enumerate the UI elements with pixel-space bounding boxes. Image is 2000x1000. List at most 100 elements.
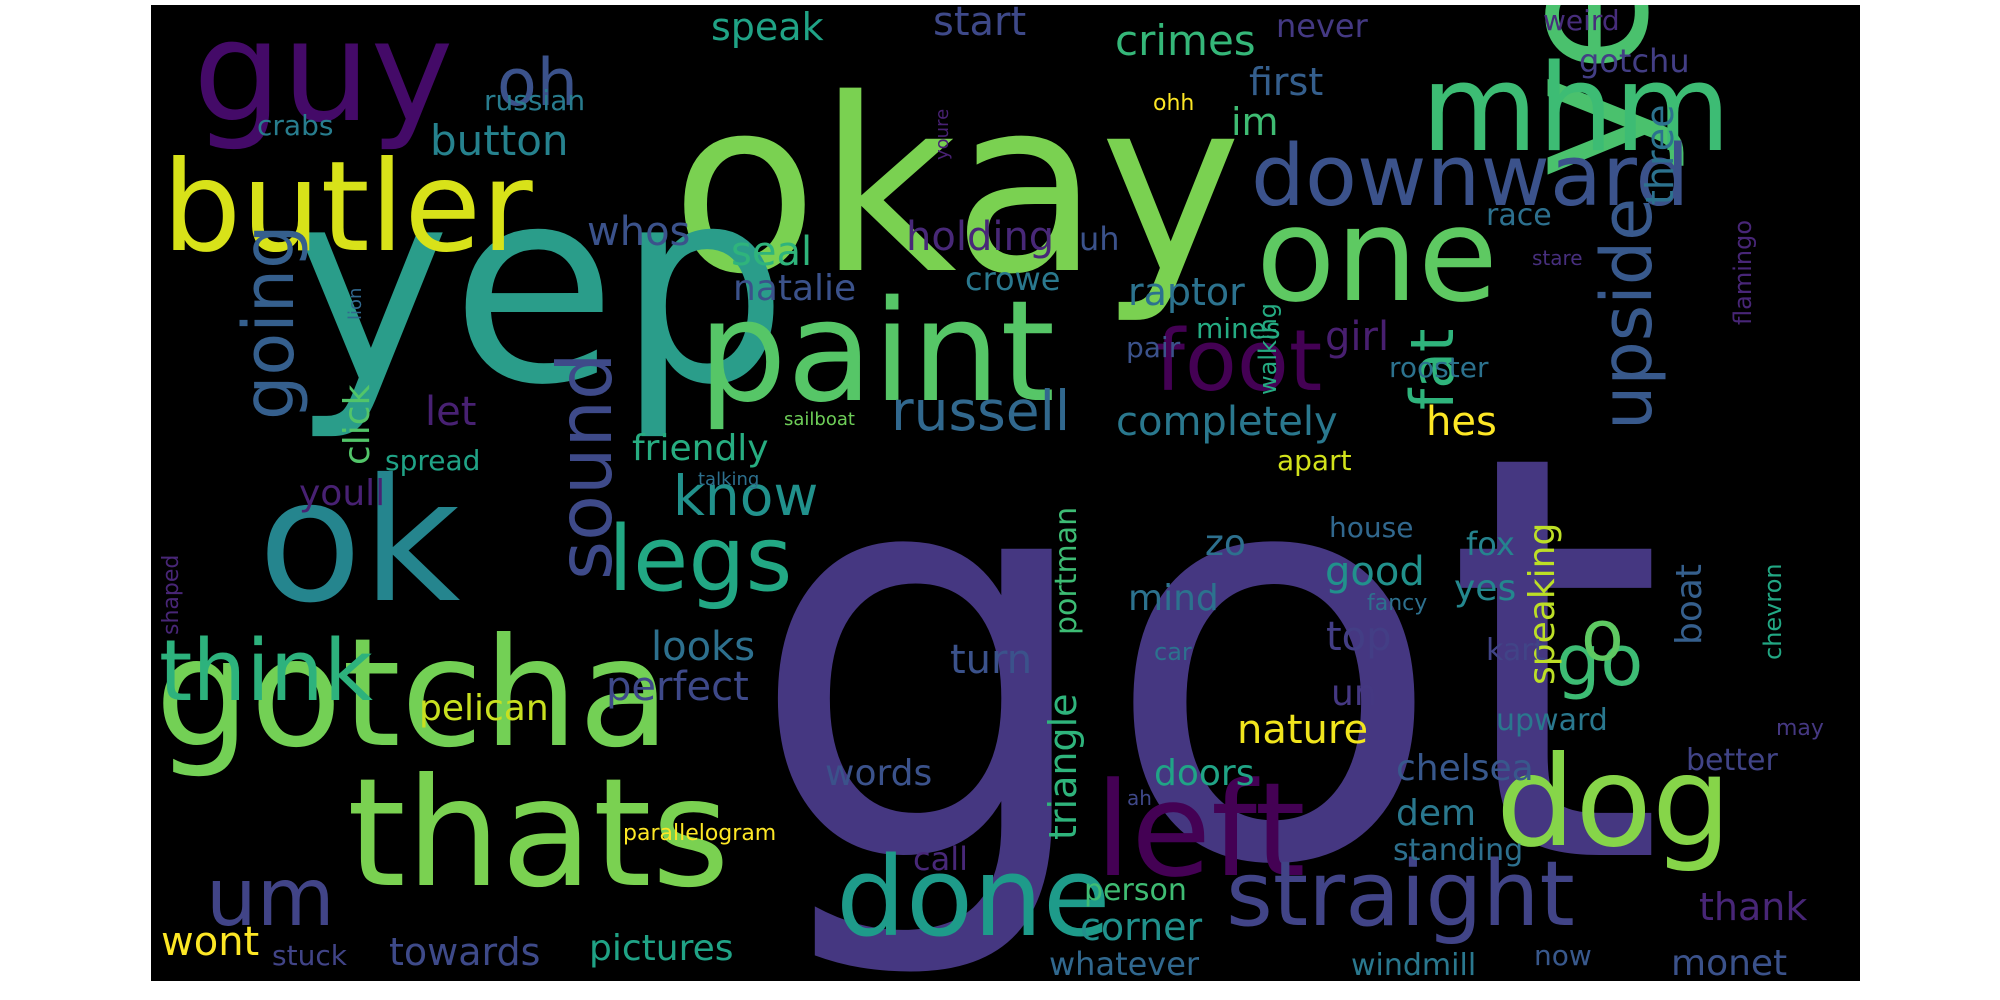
word-youre: youre xyxy=(932,109,953,160)
word-perfect: perfect xyxy=(606,664,749,710)
word-lion: lion xyxy=(345,288,366,320)
word-one: one xyxy=(1256,179,1498,331)
word-fancy: fancy xyxy=(1367,591,1427,616)
word-first: first xyxy=(1249,60,1323,104)
word-hes: hes xyxy=(1426,399,1497,445)
word-call: call xyxy=(913,840,968,878)
word-car: car xyxy=(1154,638,1192,666)
word-guy: guy xyxy=(193,5,453,154)
word-mind: mind xyxy=(1128,578,1219,619)
word-okay: okay xyxy=(671,47,1242,327)
word-shaped: shaped xyxy=(159,555,184,635)
word-three: three xyxy=(1638,104,1682,205)
word-standing: standing xyxy=(1393,833,1523,868)
word-done: done xyxy=(836,833,1111,961)
word-friendly: friendly xyxy=(632,428,769,469)
word-un: un xyxy=(1331,673,1377,714)
word-crowe: crowe xyxy=(965,260,1060,298)
word-good: good xyxy=(1325,549,1425,595)
word-going: going xyxy=(228,224,310,420)
word-uh: uh xyxy=(1079,220,1120,258)
word-mhm: mhm xyxy=(1421,40,1731,179)
word-whos: whos xyxy=(587,209,690,255)
word-kart: kart xyxy=(1486,633,1546,668)
word-pair: pair xyxy=(1126,331,1181,364)
word-flamingo: flamingo xyxy=(1729,220,1757,325)
word-ok: ok xyxy=(258,443,460,641)
word-go: go xyxy=(1556,620,1643,702)
word-foot: foot xyxy=(1155,312,1322,411)
word-speak: speak xyxy=(711,5,824,49)
word-apart: apart xyxy=(1277,444,1352,477)
word-downward: downward xyxy=(1251,127,1689,226)
word-race: race xyxy=(1486,198,1552,233)
word-pictures: pictures xyxy=(589,928,734,969)
word-words: words xyxy=(825,753,932,794)
word-yep: yep xyxy=(291,129,788,444)
word-um: um xyxy=(206,851,335,944)
word-russell: russell xyxy=(891,379,1070,443)
word-stuck: stuck xyxy=(272,939,348,972)
word-sailboat: sailboat xyxy=(784,409,855,430)
word-thats: thats xyxy=(347,747,730,921)
word-nature: nature xyxy=(1237,707,1368,753)
word-youll: youll xyxy=(299,473,385,514)
word-fox: fox xyxy=(1466,525,1515,563)
word-dem: dem xyxy=(1396,793,1476,834)
word-chevron: chevron xyxy=(1759,563,1787,660)
word-crimes: crimes xyxy=(1115,16,1256,65)
word-russian: russian xyxy=(484,84,585,117)
word-crabs: crabs xyxy=(257,109,333,142)
word-doors: doors xyxy=(1154,753,1254,794)
word-now: now xyxy=(1534,939,1592,972)
word-pelican: pelican xyxy=(419,688,549,729)
word-know: know xyxy=(673,464,818,528)
word-corner: corner xyxy=(1080,905,1203,949)
word-parallelogram: parallelogram xyxy=(623,821,776,846)
word-sound: sound xyxy=(541,352,629,580)
word-im: im xyxy=(1231,100,1279,144)
word-rooster: rooster xyxy=(1389,351,1489,384)
word-gotcha: gotcha xyxy=(155,607,670,781)
word-o: o xyxy=(1581,595,1624,677)
word-portman: portman xyxy=(1049,507,1084,635)
word-paint: paint xyxy=(698,271,1055,434)
word-zo: zo xyxy=(1205,523,1246,564)
word-natalie: natalie xyxy=(733,268,856,309)
word-boat: boat xyxy=(1669,564,1710,645)
word-dog: dog xyxy=(1496,730,1731,875)
word-ohh: ohh xyxy=(1153,91,1194,116)
word-person: person xyxy=(1084,873,1187,908)
word-completely: completely xyxy=(1116,399,1338,445)
word-got: got xyxy=(747,336,1665,981)
word-never: never xyxy=(1276,7,1369,45)
word-straight: straight xyxy=(1226,842,1575,947)
word-mines: mines xyxy=(1196,312,1281,345)
word-girl: girl xyxy=(1325,314,1389,360)
word-top: top xyxy=(1326,614,1392,660)
word-weird: weird xyxy=(1543,5,1620,37)
word-stare: stare xyxy=(1532,246,1583,270)
word-towards: towards xyxy=(389,930,540,974)
word-walking: walking xyxy=(1254,303,1282,395)
word-monet: monet xyxy=(1671,943,1787,981)
word-windmill: windmill xyxy=(1351,948,1476,981)
word-thank: thank xyxy=(1699,885,1807,929)
word-looks: looks xyxy=(651,624,755,670)
word-raptor: raptor xyxy=(1128,270,1245,314)
word-seal: seal xyxy=(731,229,812,275)
word-button: button xyxy=(430,116,569,165)
word-oh: oh xyxy=(497,46,578,121)
word-holding: holding xyxy=(906,214,1054,260)
word-ah: ah xyxy=(1127,786,1152,810)
word-better: better xyxy=(1686,743,1778,778)
word-think: think xyxy=(159,622,373,721)
word-click: click xyxy=(337,384,378,465)
word-whatever: whatever xyxy=(1049,945,1200,981)
word-house: house xyxy=(1329,511,1413,544)
word-talking: talking xyxy=(698,469,759,490)
word-may: may xyxy=(1776,716,1824,741)
word-gotchu: gotchu xyxy=(1579,42,1690,80)
